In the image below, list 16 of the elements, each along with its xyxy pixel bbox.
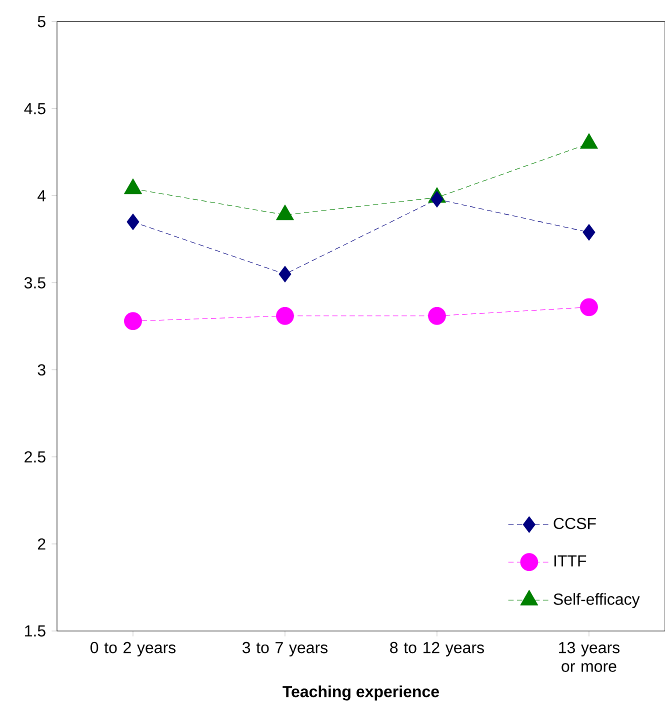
x-axis-title: Teaching experience (282, 686, 439, 700)
y-tick-label: 5 (38, 16, 46, 28)
x-tick-label: 13 years or more (559, 642, 620, 672)
x-tick-label: 0 to 2 years (90, 642, 176, 656)
legend-label: CCSF (554, 518, 596, 530)
y-tick-label: 4.5 (24, 103, 46, 114)
y-tick-label: 2 (38, 538, 46, 550)
y-tick-label: 2.5 (24, 451, 46, 463)
x-tick-label: 3 to 7 years (242, 642, 328, 656)
x-tick-label: 8 to 12 years (390, 642, 484, 656)
y-tick-label: 4 (38, 190, 46, 202)
y-tick-label: 3 (38, 364, 46, 376)
legend-label: ITTF (554, 555, 586, 566)
y-tick-label: 3.5 (24, 277, 46, 288)
legend-label: Self-efficacy (554, 593, 640, 608)
y-tick-label: 1.5 (25, 625, 46, 637)
